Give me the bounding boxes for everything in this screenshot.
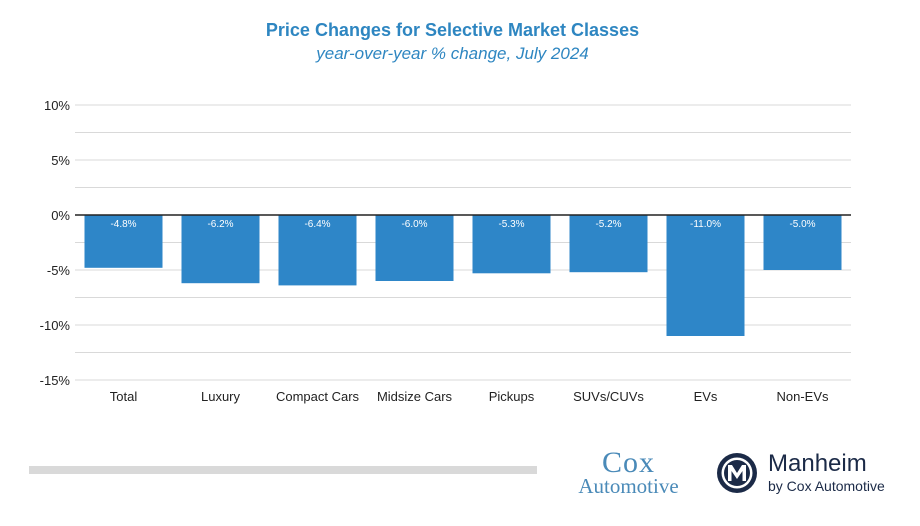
bar-value-label: -5.3%	[498, 219, 524, 230]
cox-logo-line1: Cox	[601, 446, 655, 479]
x-category-label: Pickups	[489, 389, 535, 404]
x-category-label: Luxury	[201, 389, 241, 404]
bar-value-label: -6.2%	[207, 219, 233, 230]
x-category-label: Midsize Cars	[377, 389, 453, 404]
bar-value-label: -5.0%	[789, 219, 815, 230]
bar	[569, 215, 648, 273]
cox-logo-line2: Automotive	[578, 474, 679, 498]
chart-title: Price Changes for Selective Market Class…	[265, 20, 640, 40]
y-tick-label: -10%	[40, 318, 71, 333]
bar-value-label: -11.0%	[690, 219, 721, 230]
x-category-label: Compact Cars	[276, 389, 360, 404]
bar-value-label: -6.4%	[304, 219, 330, 230]
x-category-label: Non-EVs	[776, 389, 829, 404]
footer-divider	[29, 466, 537, 474]
bar	[181, 215, 260, 284]
bar	[763, 215, 842, 270]
y-tick-label: 0%	[51, 208, 70, 223]
bar-value-label: -5.2%	[595, 219, 621, 230]
bar-value-label: -4.8%	[110, 219, 136, 230]
y-tick-label: -15%	[40, 373, 71, 388]
cox-automotive-logo: Cox Automotive	[556, 448, 701, 497]
x-category-label: EVs	[694, 389, 718, 404]
bar	[84, 215, 163, 268]
manheim-name: Manheim	[768, 450, 867, 477]
chart-subtitle: year-over-year % change, July 2024	[316, 44, 589, 63]
manheim-m-icon	[717, 453, 757, 493]
y-tick-label: -5%	[47, 263, 71, 278]
bar	[666, 215, 745, 336]
x-category-label: SUVs/CUVs	[573, 389, 644, 404]
bar-value-label: -6.0%	[401, 219, 427, 230]
y-tick-label: 5%	[51, 153, 70, 168]
bar	[472, 215, 551, 274]
x-category-label: Total	[110, 389, 138, 404]
y-tick-label: 10%	[44, 98, 70, 113]
bar	[375, 215, 454, 281]
bar	[278, 215, 357, 286]
manheim-byline: by Cox Automotive	[768, 478, 885, 494]
